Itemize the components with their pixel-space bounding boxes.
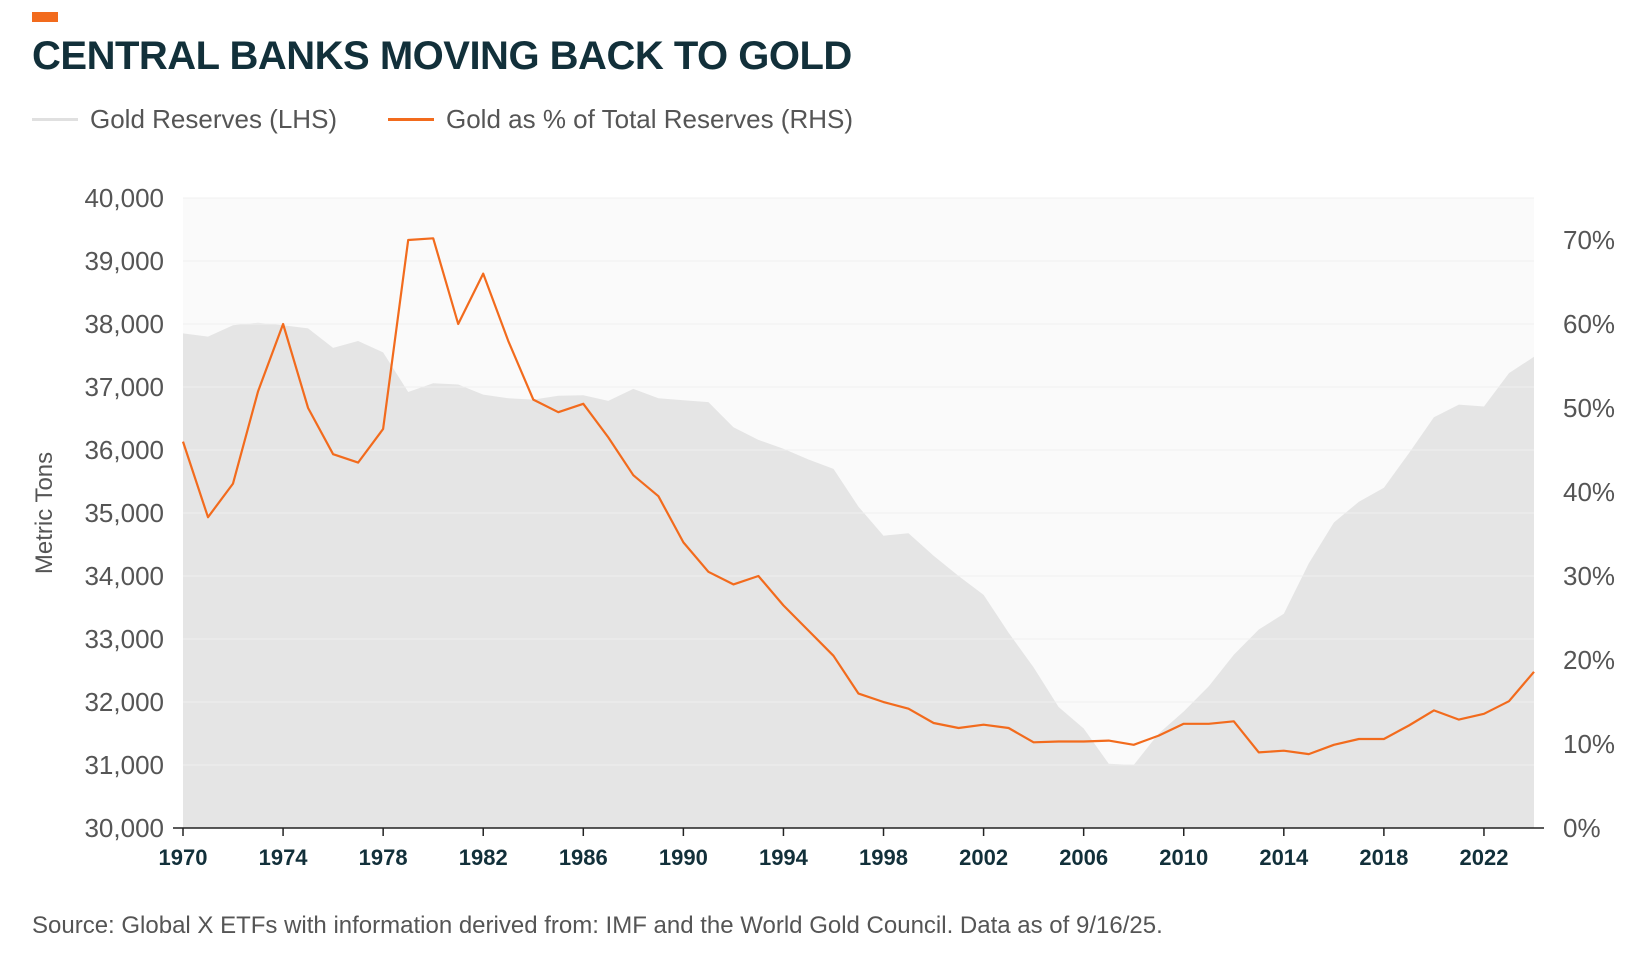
- y-tick-label-left: 34,000: [84, 561, 164, 591]
- line-gold-pct: [181, 237, 1535, 756]
- y-tick-label-left: 32,000: [84, 687, 164, 717]
- y-tick-label-right: 0%: [1563, 813, 1601, 843]
- chart-title: CENTRAL BANKS MOVING BACK TO GOLD: [32, 34, 852, 78]
- x-tick-label: 1978: [359, 845, 408, 870]
- y-tick-label-left: 37,000: [84, 372, 164, 402]
- y-tick-label-left: 39,000: [84, 246, 164, 276]
- x-tick-label: 1990: [659, 845, 708, 870]
- legend: Gold Reserves (LHS) Gold as % of Total R…: [32, 104, 1032, 144]
- x-tick-label: 1974: [259, 845, 309, 870]
- y-tick-label-right: 20%: [1563, 645, 1615, 675]
- legend-label: Gold as % of Total Reserves (RHS): [446, 104, 853, 134]
- x-tick-label: 1970: [159, 845, 208, 870]
- y-tick-label-right: 70%: [1563, 225, 1615, 255]
- y-tick-label-right: 10%: [1563, 729, 1615, 759]
- y-tick-label-right: 60%: [1563, 309, 1615, 339]
- y-tick-label-right: 40%: [1563, 477, 1615, 507]
- x-tick-label: 1998: [859, 845, 908, 870]
- x-tick-label: 1986: [559, 845, 608, 870]
- y-tick-label-left: 33,000: [84, 624, 164, 654]
- x-tick-label: 2022: [1459, 845, 1508, 870]
- legend-label: Gold Reserves (LHS): [90, 104, 338, 134]
- chart-svg: 1970 1974 1978 1982 1986 1990 1994 1998 2002 2006…: [31, 183, 1615, 870]
- x-tick-label: 1982: [459, 845, 508, 870]
- y-tick-label-left: 35,000: [84, 498, 164, 528]
- x-tick-label: 2018: [1359, 845, 1408, 870]
- y-tick-label-left: 38,000: [84, 309, 164, 339]
- y-tick-label-right: 50%: [1563, 393, 1615, 423]
- y-tick-label-left: 40,000: [84, 183, 164, 213]
- y-tick-label-left: 31,000: [84, 750, 164, 780]
- legend-item-gold-pct: Gold as % of Total Reserves (RHS): [388, 104, 853, 135]
- x-tick-label: 2010: [1159, 845, 1208, 870]
- x-tick-label: 2002: [959, 845, 1008, 870]
- y-tick-label-left: 36,000: [84, 435, 164, 465]
- x-tick-label: 2014: [1259, 845, 1309, 870]
- x-tick-label: 2006: [1059, 845, 1108, 870]
- legend-item-gold-reserves: Gold Reserves (LHS): [32, 104, 337, 135]
- y-tick-label-right: 30%: [1563, 561, 1615, 591]
- y-axis-label: Metric Tons: [31, 452, 58, 574]
- accent-bar: [32, 12, 58, 22]
- legend-swatch-area: [32, 118, 78, 121]
- y-tick-label-left: 30,000: [84, 813, 164, 843]
- legend-swatch-line: [388, 118, 434, 121]
- source-note: Source: Global X ETFs with information d…: [32, 912, 1163, 939]
- x-tick-label: 1994: [759, 845, 809, 870]
